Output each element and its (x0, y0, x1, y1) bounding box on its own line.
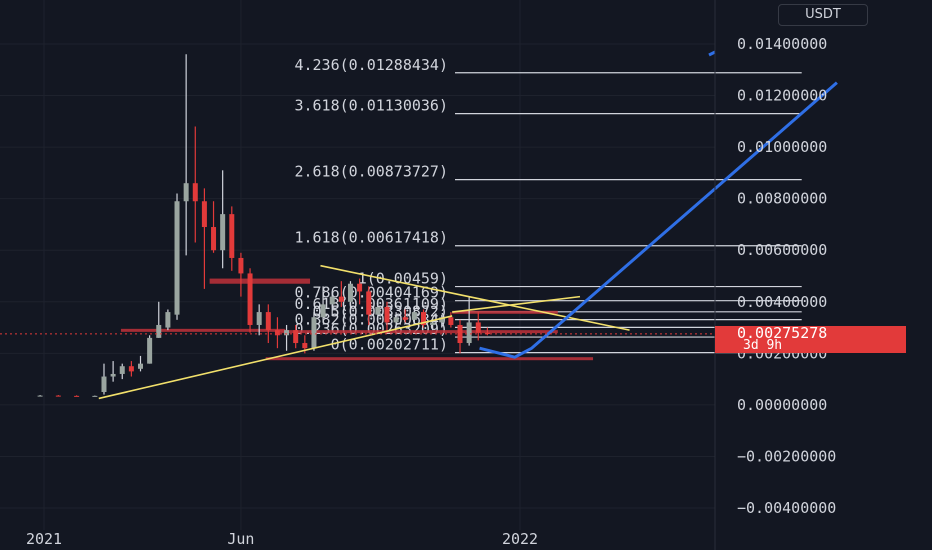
candle-body (156, 324, 162, 338)
candle-body (384, 306, 390, 323)
candle-body (165, 312, 171, 328)
y-tick-label: 0.01000000 (737, 138, 827, 156)
rectangle-zone (265, 357, 594, 361)
candle-body (320, 304, 326, 318)
candle-body (274, 330, 280, 336)
candle-body (347, 283, 353, 302)
y-tick-label: 0.00000000 (737, 396, 827, 414)
rectangle-zone (280, 330, 558, 334)
projection-arrow-tip (708, 50, 716, 57)
trendline (320, 264, 630, 331)
candle-body (393, 317, 399, 323)
rectangle-zone (120, 328, 286, 332)
candle-body (138, 363, 144, 369)
candle-body (220, 214, 226, 251)
trendlines[interactable] (98, 264, 630, 400)
x-tick-label: Jun (227, 530, 254, 548)
trendline (452, 295, 581, 313)
x-tick-label: 2021 (26, 530, 62, 548)
currency-unit-label[interactable]: USDT (778, 4, 868, 26)
candle-body (466, 322, 472, 344)
candle-body (229, 214, 235, 258)
fib-level-label: 1.618(0.00617418) (294, 229, 448, 247)
candle-body (293, 330, 299, 344)
candle-body (439, 317, 445, 323)
candle-body (448, 317, 454, 325)
candles (37, 54, 490, 397)
trendline (98, 315, 453, 400)
candle-body (128, 366, 134, 372)
rectangle-zone (452, 310, 558, 314)
rectangle-zone (209, 278, 311, 284)
grid (0, 0, 715, 530)
candle-body (302, 343, 308, 349)
candle-body (357, 283, 363, 292)
candle-body (192, 183, 198, 202)
candle-body (430, 322, 436, 325)
y-tick-label: −0.00200000 (737, 447, 836, 465)
candle-body (247, 273, 253, 325)
candle-body (311, 317, 317, 349)
last-price-tag: 0.00275278 3d 9h (715, 326, 906, 353)
candle-body (329, 296, 335, 305)
candle-body (183, 183, 189, 202)
candle-body (375, 306, 381, 315)
candle-body (101, 376, 107, 392)
candle-body (475, 322, 481, 333)
candle-body (174, 201, 180, 315)
candle-body (402, 317, 408, 320)
y-tick-label: 0.01400000 (737, 35, 827, 53)
fib-level-label: 0.236(0.00263209) (294, 320, 448, 338)
candle-body (92, 395, 98, 397)
last-price-value: 0.00275278 (737, 324, 828, 342)
candle-body (420, 312, 426, 325)
fib-level-label: 4.236(0.01288434) (294, 56, 448, 74)
x-tick-label: 2022 (502, 530, 538, 548)
y-tick-label: 0.01200000 (737, 87, 827, 105)
candle-body (238, 257, 244, 274)
candle-body (55, 395, 61, 397)
candle-body (256, 312, 262, 325)
projection-path (479, 81, 838, 359)
time-axis[interactable]: 2021 Jun 2022 (26, 530, 538, 548)
price-axis[interactable]: 0.01400000 0.01200000 0.01000000 0.00800000… (737, 35, 836, 517)
y-tick-label: 0.00600000 (737, 241, 827, 259)
candle-body (338, 296, 344, 302)
fib-level-label: 0.382(0.00300634) (294, 310, 448, 328)
fib-level-label: 3.618(0.01130036) (294, 97, 448, 115)
y-tick-label: 0.00800000 (737, 190, 827, 208)
y-tick-label: 0.00400000 (737, 293, 827, 311)
fib-level-label: 0(0.00202711) (331, 336, 448, 354)
candle-body (484, 332, 490, 334)
candle-body (147, 337, 153, 364)
candle-body (265, 312, 271, 331)
fib-level-label: 2.618(0.00873727) (294, 163, 448, 181)
candle-body (119, 366, 125, 374)
candle-body (366, 291, 372, 315)
candle-body (110, 373, 116, 377)
candle-body (201, 201, 207, 228)
projection-path[interactable] (479, 50, 838, 359)
rectangles[interactable] (120, 278, 594, 361)
candle-body (37, 395, 43, 397)
candle-body (74, 395, 80, 397)
candle-body (284, 330, 290, 336)
candle-body (211, 227, 217, 251)
y-tick-label: −0.00400000 (737, 499, 836, 517)
candle-body (411, 312, 417, 320)
bar-countdown: 3d 9h (743, 338, 783, 353)
fib-level-label: 1(0.00459) (358, 270, 448, 288)
